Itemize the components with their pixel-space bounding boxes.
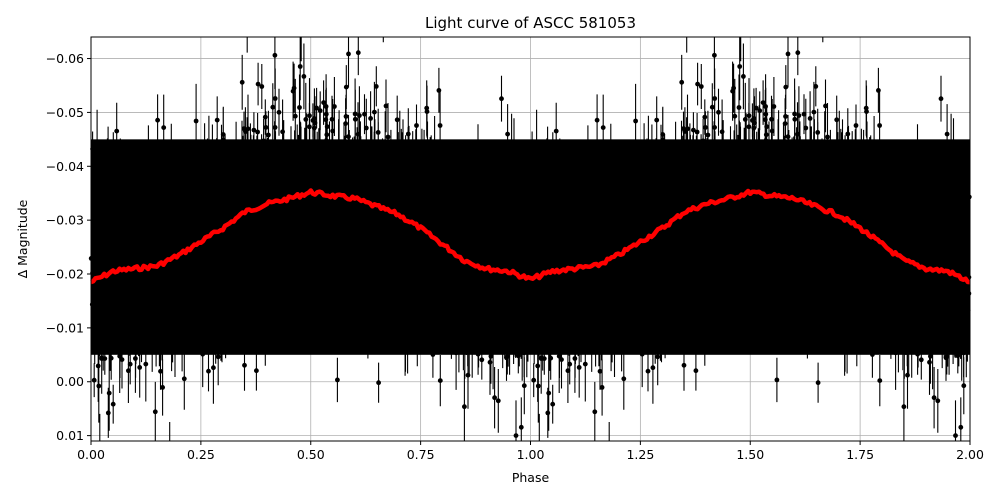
x-tick-label: 0.75 [407,447,435,462]
chart-title: Light curve of ASCC 581053 [425,14,636,32]
y-tick-label: 0.01 [56,428,84,443]
x-tick-label: 1.25 [626,447,654,462]
x-tick-label: 0.50 [297,447,325,462]
y-tick-label: 0.00 [56,374,84,389]
y-axis-label: Δ Magnitude [15,199,30,278]
y-tick-label: −0.02 [46,267,84,282]
binned-curve [90,188,971,285]
observation-points [88,37,972,441]
x-tick-label: 2.00 [956,447,984,462]
y-axis-ticks: −0.06 −0.05 −0.04 −0.03 −0.02 −0.01 0.00 0.01 [46,51,91,443]
y-tick-label: −0.05 [46,105,84,120]
x-tick-label: 1.75 [846,447,874,462]
y-tick-label: −0.01 [46,320,84,335]
y-tick-label: −0.06 [46,51,84,66]
y-tick-label: −0.03 [46,213,84,228]
x-axis-ticks: 0.00 0.25 0.50 0.75 1.00 1.25 1.50 1.75 2.00 [77,441,984,462]
x-tick-label: 1.50 [736,447,764,462]
x-tick-label: 1.00 [517,447,545,462]
x-axis-label: Phase [512,470,550,485]
y-tick-label: −0.04 [46,159,84,174]
x-tick-label: 0.00 [77,447,105,462]
x-tick-label: 0.25 [187,447,215,462]
